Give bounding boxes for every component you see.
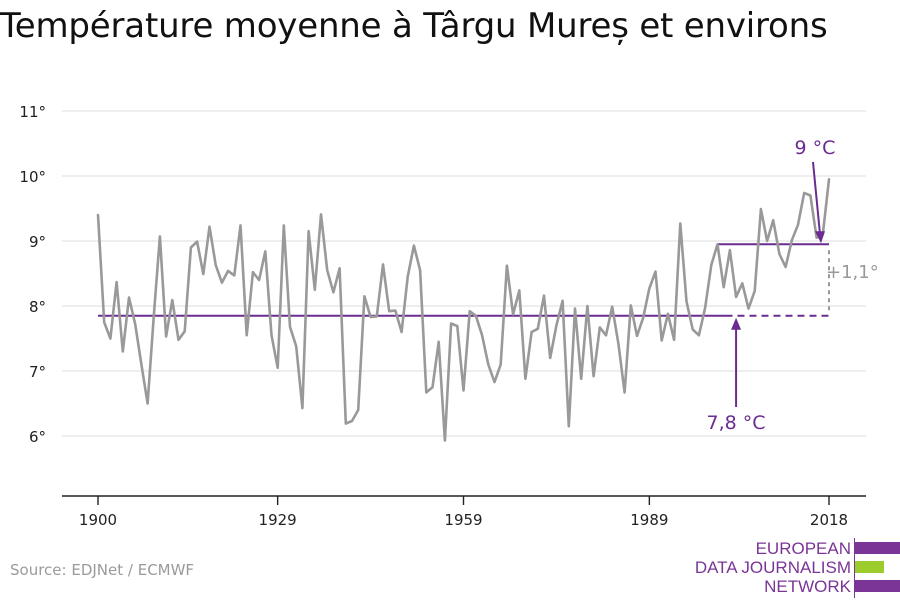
y-tick-label: 8° (29, 298, 46, 316)
reference-mean-label: 7,8 °C (707, 412, 766, 434)
x-axis-labels: 1900 1929 1959 1989 2018 (79, 511, 848, 529)
logo-bar-1 (855, 542, 900, 554)
logo-bar-2 (855, 561, 884, 573)
annotations: 9 °C 7,8 °C +1,1° (707, 137, 879, 434)
y-axis-labels: 6° 7° 8° 9° 10° 11° (19, 103, 46, 446)
source-note: Source: EDJNet / ECMWF (10, 561, 195, 579)
x-axis-ticks (97, 496, 830, 505)
recent-mean-label: 9 °C (795, 137, 836, 159)
y-tick-label: 6° (29, 428, 46, 446)
x-tick-label: 2018 (810, 511, 848, 529)
x-tick-label: 1900 (79, 511, 117, 529)
logo-divider (854, 538, 855, 598)
reference-arrow-head (731, 317, 742, 330)
x-tick-label: 1929 (259, 511, 297, 529)
logo-line-3: NETWORK (764, 577, 851, 596)
logo-bar-3 (855, 580, 900, 592)
difference-label: +1,1° (826, 262, 879, 283)
y-tick-label: 7° (29, 363, 46, 381)
reference-lines (98, 243, 830, 317)
recent-arrow-shaft (812, 161, 821, 235)
y-tick-label: 9° (29, 233, 46, 251)
x-tick-label: 1989 (630, 511, 668, 529)
recent-arrow-head (815, 231, 825, 244)
y-tick-label: 10° (19, 168, 46, 186)
temperature-line (96, 178, 831, 442)
y-tick-label: 11° (19, 103, 46, 121)
logo-line-2: DATA JOURNALISM (694, 558, 851, 577)
edjnet-logo: EUROPEAN DATA JOURNALISM NETWORK (695, 538, 900, 598)
logo-line-1: EUROPEAN (755, 539, 851, 558)
x-tick-label: 1959 (444, 511, 482, 529)
chart-title: Température moyenne à Târgu Mureș et env… (0, 6, 828, 46)
temperature-series (96, 178, 831, 442)
